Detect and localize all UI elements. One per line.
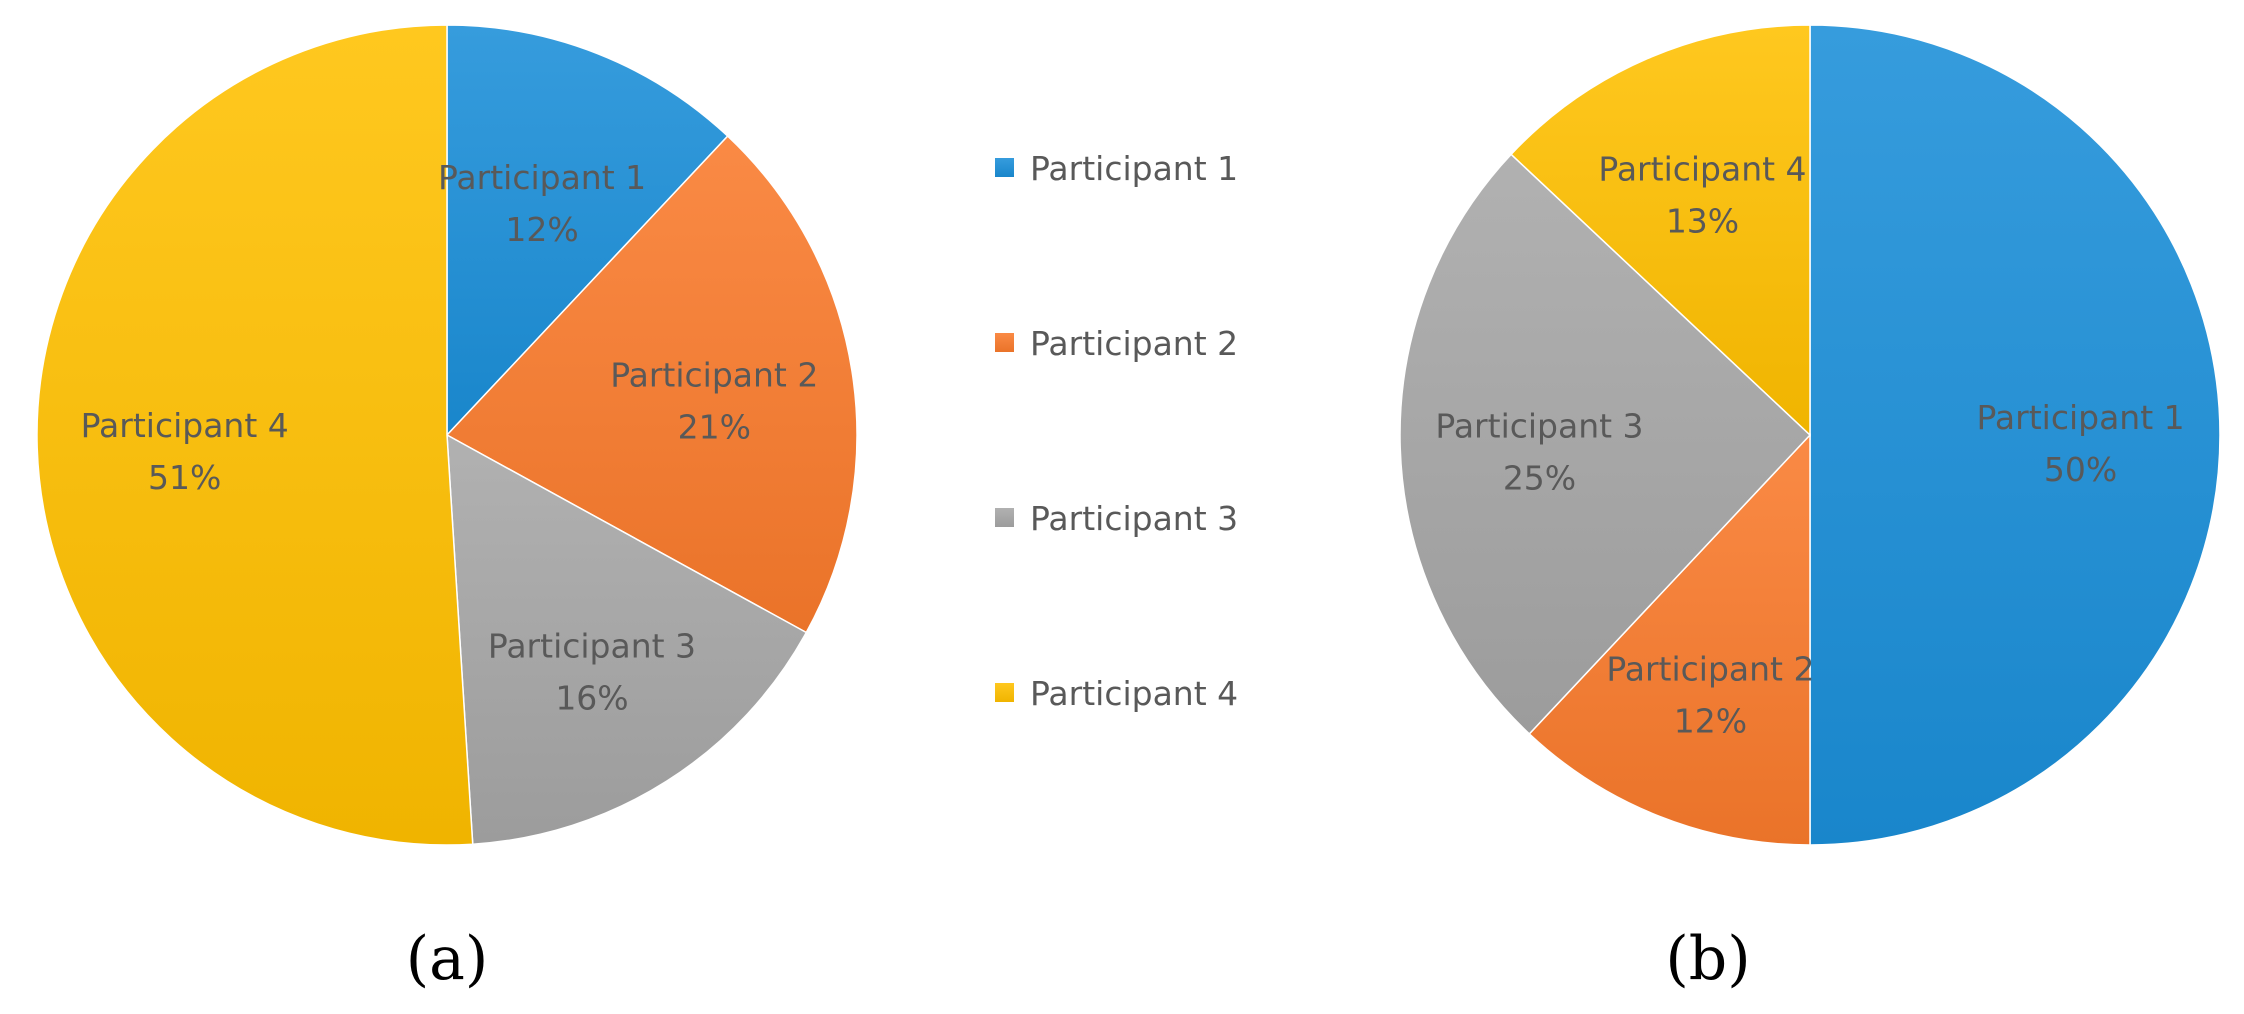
slice-category-label: Participant 2: [610, 356, 818, 395]
slice-category-label: Participant 1: [1977, 398, 2185, 437]
slice-category-label: Participant 3: [1435, 407, 1643, 446]
legend-swatch-participant-3: [995, 508, 1014, 527]
panel-label-b: (b): [1665, 924, 1750, 994]
pie-slice-participant-3: [1399, 153, 1812, 735]
slice-category-label: Participant 3: [488, 627, 696, 666]
slice-percent-label: 12%: [1674, 702, 1747, 741]
legend-swatch-participant-1: [995, 158, 1014, 177]
pie-slice-participant-4: [1510, 24, 1811, 437]
slice-percent-label: 51%: [148, 458, 221, 497]
slice-percent-label: 12%: [505, 210, 578, 249]
pie-slice-participant-3: [446, 433, 808, 845]
legend-label-participant-3: Participant 3: [1030, 499, 1238, 538]
slice-percent-label: 25%: [1503, 459, 1576, 498]
legend-swatch-participant-2: [995, 333, 1014, 352]
slice-category-label: Participant 1: [438, 158, 646, 197]
legend: Participant 1 Participant 2 Participant …: [995, 149, 1238, 713]
slice-percent-label: 21%: [678, 408, 751, 447]
pie-slice-participant-2: [1528, 433, 1811, 846]
legend-item: Participant 1: [995, 149, 1238, 188]
pie-slice-participant-1: [446, 24, 729, 437]
slice-percent-label: 50%: [2044, 450, 2117, 489]
slice-category-label: Participant 4: [81, 406, 289, 445]
legend-swatch-participant-4: [995, 683, 1014, 702]
legend-label-participant-4: Participant 4: [1030, 674, 1238, 713]
panel-label-a: (a): [406, 924, 489, 994]
pie-slice-participant-2: [445, 135, 858, 634]
slice-percent-label: 16%: [555, 679, 628, 718]
slice-category-label: Participant 2: [1606, 650, 1814, 689]
legend-label-participant-2: Participant 2: [1030, 324, 1238, 363]
legend-item: Participant 4: [995, 674, 1238, 713]
pie-chart-a: Participant 1 12% Participant 2 21% Particip…: [36, 24, 858, 846]
legend-item: Participant 2: [995, 324, 1238, 363]
pie-slice-participant-1: [1809, 24, 2221, 846]
pie-chart-b: Participant 1 50% Participant 2 12% Particip…: [1399, 24, 2221, 846]
slice-category-label: Participant 4: [1598, 150, 1806, 189]
pie-slice-participant-4: [36, 24, 474, 846]
legend-label-participant-1: Participant 1: [1030, 149, 1238, 188]
legend-item: Participant 3: [995, 499, 1238, 538]
slice-percent-label: 13%: [1666, 202, 1739, 241]
